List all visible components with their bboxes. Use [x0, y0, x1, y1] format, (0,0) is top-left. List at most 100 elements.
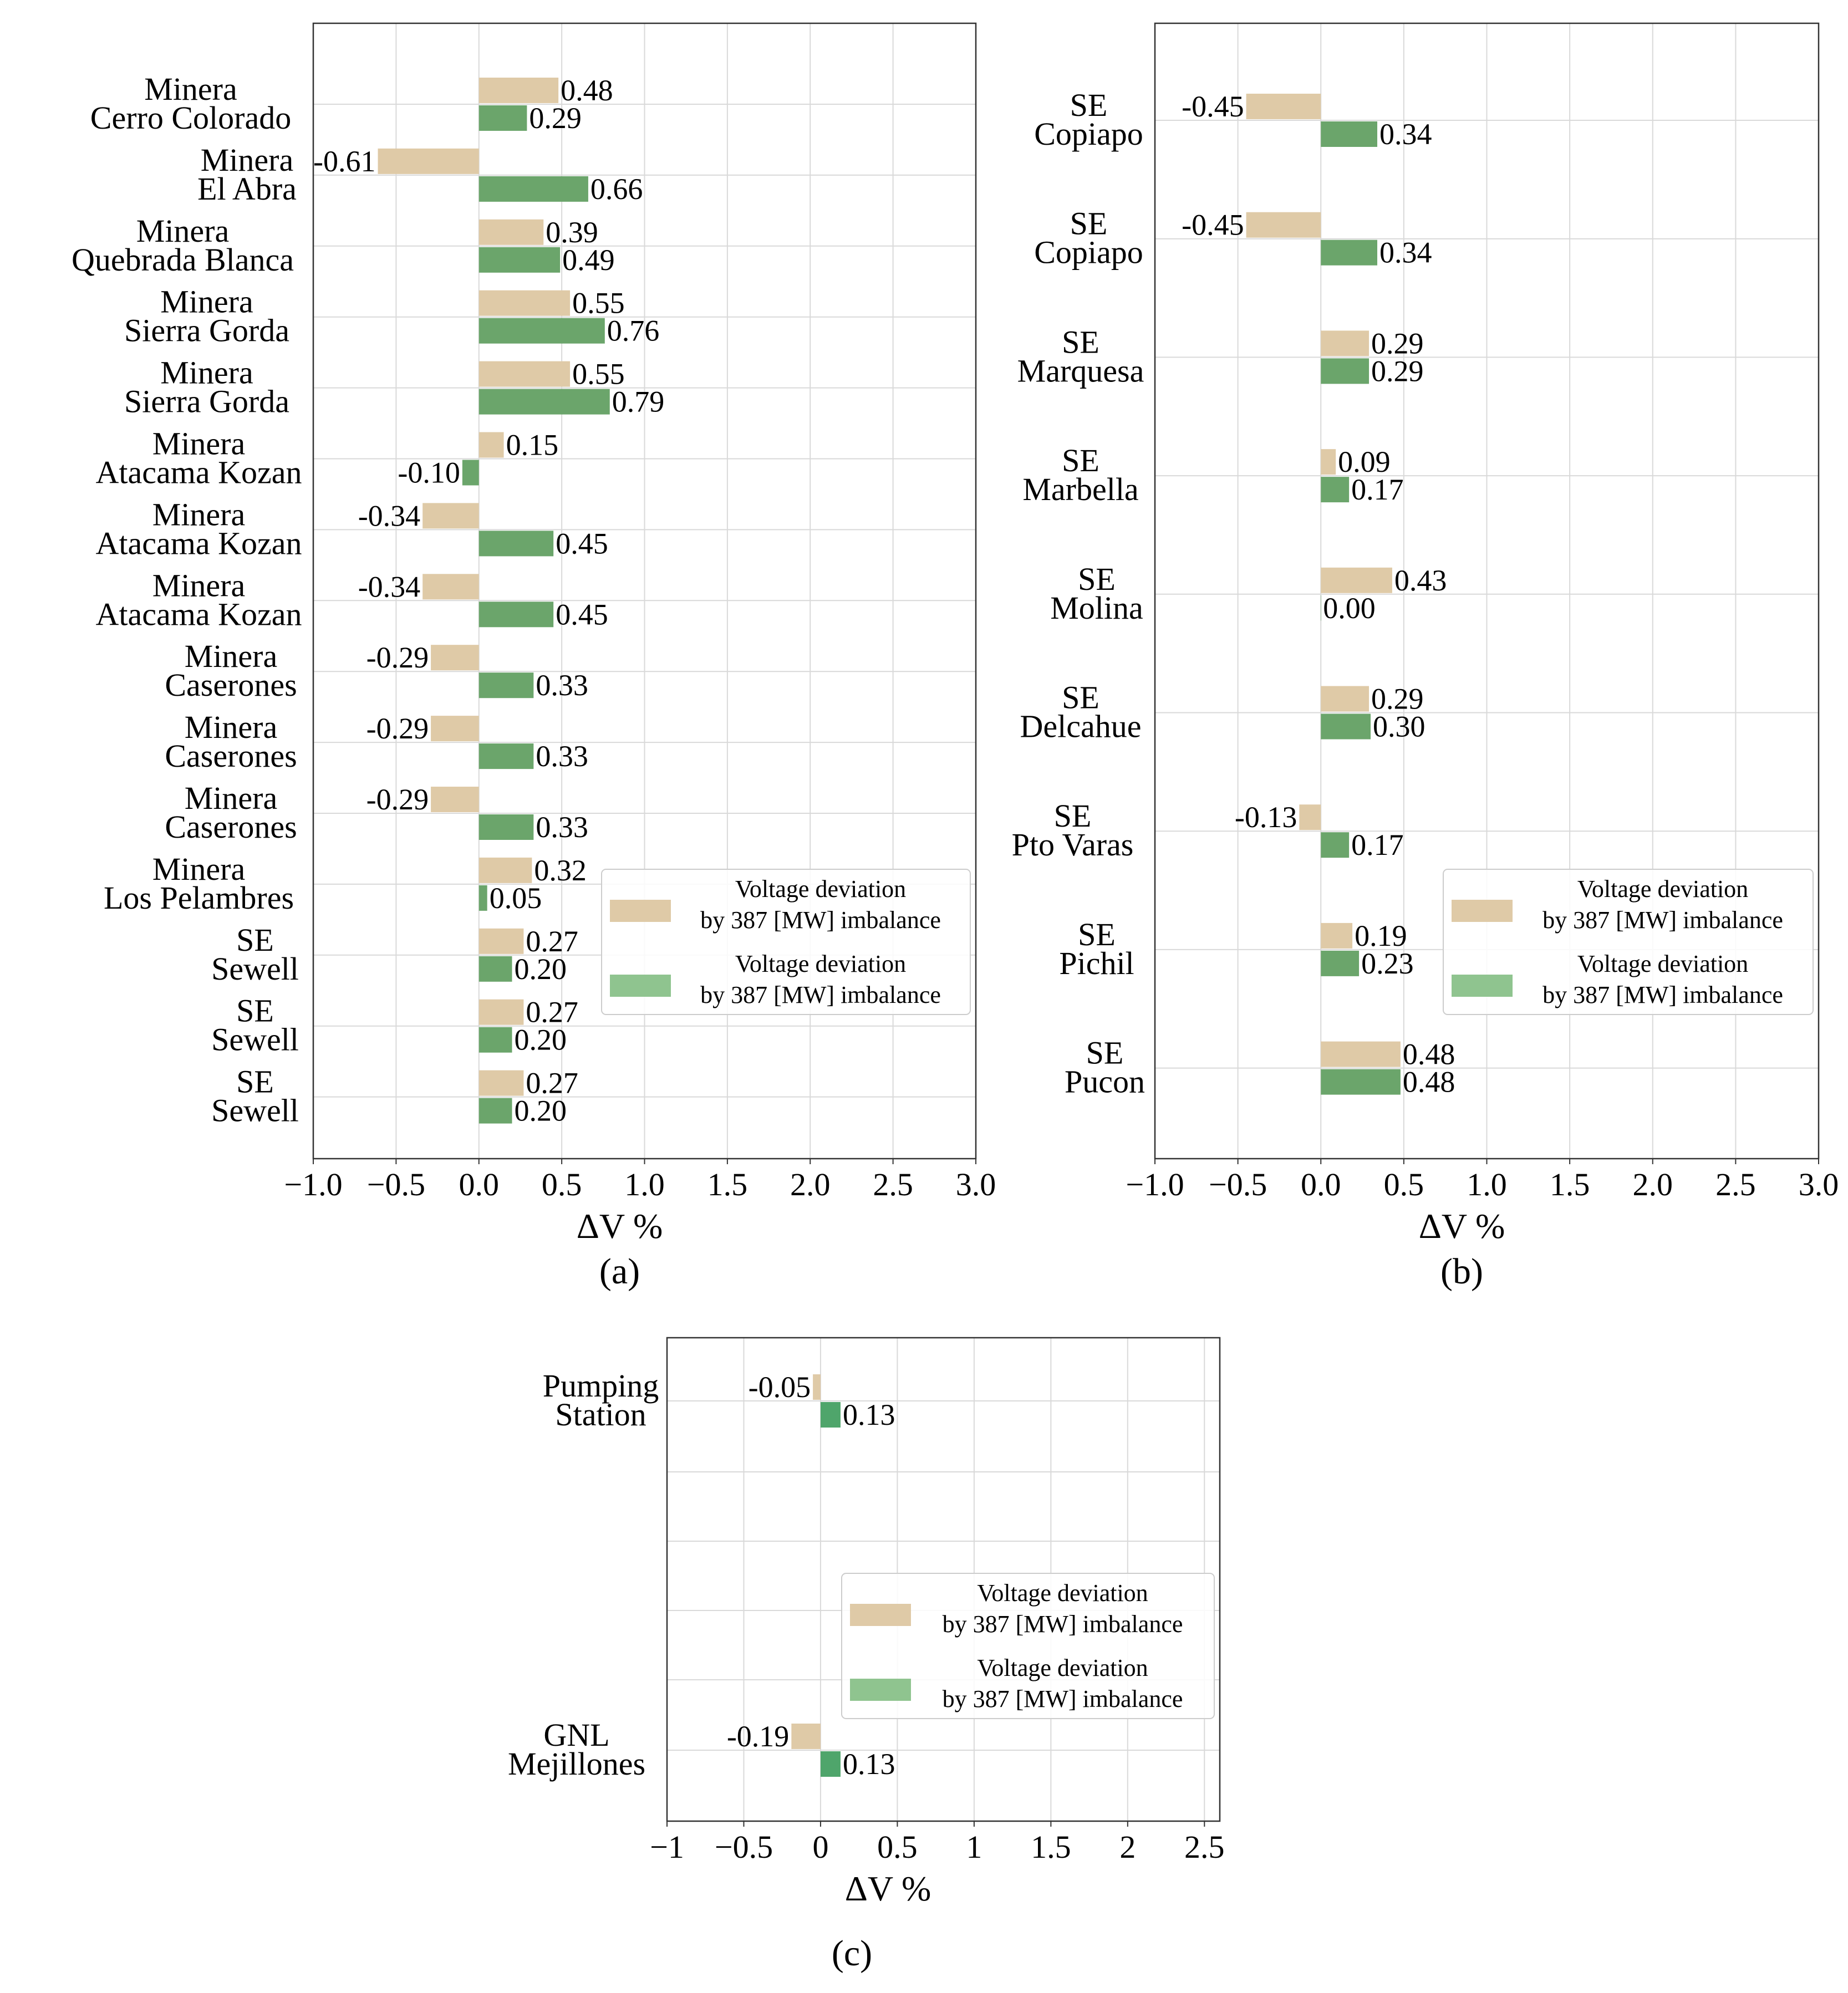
panel-a: −1.0 −0.5 0.0 0.5 1.0 1.5 2.0 2.5 3.0 0.48 -0.61 0.… — [72, 22, 996, 1292]
category-label: SE Marbella — [1022, 442, 1138, 507]
x-tick-label: 1.5 — [1550, 1166, 1590, 1202]
data-label: 0.00 — [1323, 592, 1376, 625]
bar-series-1 — [1321, 686, 1370, 712]
x-tick-label: −0.5 — [1209, 1166, 1267, 1202]
data-label: 0.29 — [1371, 327, 1424, 360]
bar-series-1 — [431, 645, 479, 671]
bar-series-2 — [478, 956, 512, 982]
bar-series-1 — [791, 1724, 821, 1749]
category-label: Minera Quebrada Blanca — [72, 213, 294, 278]
data-label: -0.10 — [398, 456, 460, 490]
bar-series-2 — [1321, 832, 1350, 858]
category-label: Minera Cerro Colorado — [90, 71, 291, 136]
legend-label-series-1: Voltage deviation by 387 [MW] imbalance — [1542, 875, 1783, 934]
x-tick-label: −1.0 — [1126, 1166, 1184, 1202]
category-label: Minera Atacama Kozan — [96, 567, 302, 632]
category-label: Minera Sierra Gorda — [124, 355, 289, 420]
data-label: -0.29 — [366, 783, 429, 816]
category-label: GNL Mejillones — [508, 1717, 645, 1782]
category-label: Minera Atacama Kozan — [96, 426, 302, 491]
legend-swatch-series-2 — [610, 975, 671, 997]
legend-swatch-series-1 — [610, 900, 671, 922]
legend-swatch-series-2 — [850, 1679, 911, 1701]
category-label: SE Marquesa — [1017, 324, 1144, 389]
plot-frame — [312, 22, 977, 1160]
category-label: Minera Sierra Gorda — [124, 284, 289, 349]
data-label: 0.29 — [1371, 354, 1424, 388]
bar-series-2 — [820, 1402, 841, 1428]
data-label: 0.79 — [612, 385, 665, 419]
bar-series-1 — [478, 928, 524, 954]
bar-series-2 — [478, 531, 554, 557]
bar-series-2 — [478, 602, 554, 628]
data-label: 0.05 — [490, 881, 542, 915]
bar-series-2 — [1321, 950, 1360, 976]
data-label: 0.17 — [1351, 828, 1404, 862]
bar-series-1 — [813, 1374, 821, 1400]
x-tick-label: 1 — [966, 1829, 982, 1865]
legend: Voltage deviation by 387 [MW] imbalance Vo… — [1443, 869, 1814, 1015]
x-tick-label: 3.0 — [956, 1166, 996, 1202]
plot-frame — [1154, 22, 1820, 1160]
bar-series-2 — [478, 389, 610, 415]
data-label: 0.45 — [556, 527, 608, 560]
bar-series-1 — [431, 787, 479, 812]
bar-series-1 — [1321, 449, 1336, 475]
x-tick-label: 0 — [812, 1829, 828, 1865]
data-label: -0.61 — [313, 145, 375, 178]
category-label: Minera Caserones — [165, 780, 297, 845]
category-label: SE Pto Varas — [1012, 798, 1134, 863]
legend-label-series-2: Voltage deviation by 387 [MW] imbalance — [1542, 950, 1783, 1008]
category-label: SE Copiapo — [1034, 87, 1143, 152]
bar-series-2 — [478, 672, 534, 699]
data-label: 0.27 — [526, 1067, 578, 1100]
category-label: SE Pichil — [1059, 916, 1134, 981]
bar-series-1 — [478, 361, 571, 387]
bar-series-1 — [1321, 922, 1353, 949]
bar-series-1 — [478, 219, 544, 245]
bar-series-1 — [478, 78, 559, 103]
x-tick-label: 2 — [1119, 1829, 1136, 1865]
x-tick-label: 2.5 — [1184, 1829, 1225, 1865]
bar-series-2 — [478, 1098, 512, 1124]
bar-series-2 — [462, 460, 479, 486]
x-tick-label: −0.5 — [367, 1166, 425, 1202]
category-label: SE Copiapo — [1034, 206, 1143, 271]
bar-series-2 — [1321, 358, 1370, 384]
legend: Voltage deviation by 387 [MW] imbalance Vo… — [841, 1573, 1215, 1719]
plot-frame — [666, 1337, 1221, 1822]
bar-series-1 — [1321, 330, 1370, 356]
bar-series-2 — [478, 1027, 512, 1053]
bar-series-1 — [478, 999, 524, 1025]
data-label: 0.19 — [1355, 919, 1407, 952]
panel-caption: (c) — [832, 1933, 872, 1974]
data-label: 0.27 — [526, 996, 578, 1029]
data-label: 0.43 — [1394, 564, 1447, 597]
x-tick-label: 0.5 — [542, 1166, 582, 1202]
data-label: -0.19 — [727, 1720, 789, 1753]
category-label: SE Delcahue — [1020, 680, 1142, 745]
data-label: 0.66 — [590, 172, 643, 206]
x-tick-label: −1 — [650, 1829, 684, 1865]
category-label: SE Sewell — [211, 1064, 299, 1129]
bar-series-2 — [478, 814, 534, 840]
data-label: -0.29 — [366, 641, 429, 674]
x-tick-label: 2.0 — [1633, 1166, 1673, 1202]
x-tick-label: 2.5 — [873, 1166, 913, 1202]
bar-series-1 — [431, 716, 479, 742]
category-label: Minera Los Pelambres — [104, 851, 294, 916]
data-label: 0.48 — [1403, 1066, 1455, 1099]
legend-box — [1443, 869, 1814, 1015]
data-label: 0.29 — [529, 101, 581, 135]
data-label: 0.09 — [1338, 445, 1391, 478]
category-label: Minera Atacama Kozan — [96, 496, 302, 561]
data-label: 0.34 — [1379, 118, 1432, 151]
data-label: -0.29 — [366, 712, 429, 745]
bar-series-2 — [478, 105, 527, 131]
bar-series-2 — [478, 247, 561, 273]
bar-series-1 — [1321, 1041, 1401, 1067]
data-label: 0.23 — [1361, 947, 1414, 980]
x-tick-label: 0.0 — [1301, 1166, 1341, 1202]
x-tick-label: 1.5 — [1031, 1829, 1071, 1865]
category-label: Pumping Station — [543, 1368, 659, 1433]
